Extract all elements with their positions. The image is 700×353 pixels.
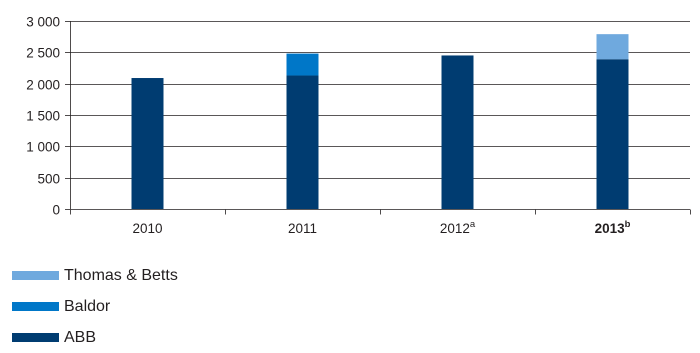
x-tick-label-2013: 2013b xyxy=(595,219,631,236)
x-tick-label-2010: 2010 xyxy=(132,221,162,236)
x-tick-label-footnote: b xyxy=(625,219,631,230)
y-tick-label-2500: 2 500 xyxy=(26,46,60,61)
bar-2011-abb xyxy=(286,75,319,210)
x-tick-label-footnote: a xyxy=(470,219,476,230)
y-tick-label-3000: 3 000 xyxy=(26,15,60,30)
legend-label: Thomas & Betts xyxy=(64,266,178,284)
y-tick-label-1000: 1 000 xyxy=(26,140,60,155)
legend-label: Baldor xyxy=(64,297,111,315)
bar-2010-abb xyxy=(131,78,164,209)
x-tick-label-2012: 2012a xyxy=(440,219,476,236)
legend-item-abb: ABB xyxy=(12,322,178,353)
legend: Thomas & Betts Baldor ABB xyxy=(12,260,178,353)
legend-swatch xyxy=(12,333,59,342)
gridlines xyxy=(70,21,690,179)
legend-item-baldor: Baldor xyxy=(12,291,178,322)
y-tick-label-1500: 1 500 xyxy=(26,109,60,124)
bar-2011-baldor xyxy=(286,53,319,76)
x-axis: 2010 2011 2012a 2013b xyxy=(70,209,691,236)
bar-2013-thomas-betts xyxy=(596,34,629,60)
y-axis: 0 500 1 000 1 500 2 000 2 500 3 000 xyxy=(26,15,71,218)
legend-label: ABB xyxy=(64,328,97,346)
y-tick-label-0: 0 xyxy=(52,203,60,218)
x-tick-label-2011: 2011 xyxy=(288,221,317,236)
y-tick-label-2000: 2 000 xyxy=(26,78,60,93)
y-tick-label-500: 500 xyxy=(37,172,60,187)
legend-swatch xyxy=(12,302,59,311)
bar-2012-abb xyxy=(441,55,474,209)
bars xyxy=(131,34,629,210)
bar-2013-abb xyxy=(596,59,629,209)
legend-swatch xyxy=(12,271,59,280)
legend-item-thomas-betts: Thomas & Betts xyxy=(12,260,178,291)
